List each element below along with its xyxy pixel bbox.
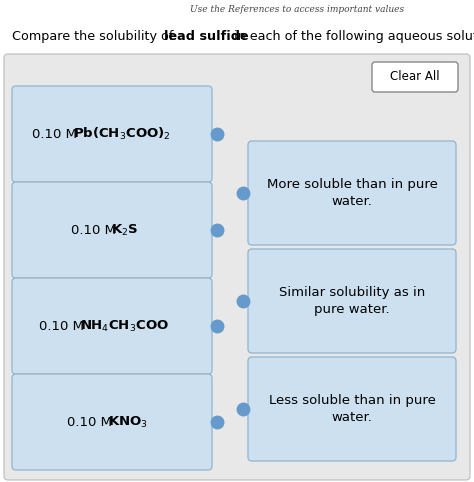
Text: lead sulfide: lead sulfide (164, 30, 249, 43)
Text: 0.10 M: 0.10 M (71, 224, 120, 237)
FancyBboxPatch shape (248, 249, 456, 353)
Text: K$_2$S: K$_2$S (111, 223, 138, 238)
Text: NH$_4$CH$_3$COO: NH$_4$CH$_3$COO (80, 319, 169, 334)
Text: Use the References to access important values: Use the References to access important v… (190, 5, 404, 14)
FancyBboxPatch shape (248, 357, 456, 461)
FancyBboxPatch shape (12, 374, 212, 470)
FancyBboxPatch shape (4, 54, 470, 480)
Text: in each of the following aqueous solutions:: in each of the following aqueous solutio… (230, 30, 474, 43)
Text: 0.10 M: 0.10 M (39, 320, 89, 333)
Text: 0.10 M: 0.10 M (67, 415, 117, 428)
FancyBboxPatch shape (248, 141, 456, 245)
FancyBboxPatch shape (12, 182, 212, 278)
Text: KNO$_3$: KNO$_3$ (108, 415, 148, 429)
Text: Similar solubility as in
pure water.: Similar solubility as in pure water. (279, 286, 425, 316)
Text: More soluble than in pure
water.: More soluble than in pure water. (266, 178, 438, 208)
FancyBboxPatch shape (12, 86, 212, 182)
Text: Less soluble than in pure
water.: Less soluble than in pure water. (269, 394, 436, 424)
FancyBboxPatch shape (372, 62, 458, 92)
Text: 0.10 M: 0.10 M (32, 128, 82, 140)
Text: Compare the solubility of: Compare the solubility of (12, 30, 177, 43)
Text: Pb(CH$_3$COO)$_2$: Pb(CH$_3$COO)$_2$ (73, 126, 171, 142)
Text: Clear All: Clear All (390, 70, 440, 83)
FancyBboxPatch shape (12, 278, 212, 374)
